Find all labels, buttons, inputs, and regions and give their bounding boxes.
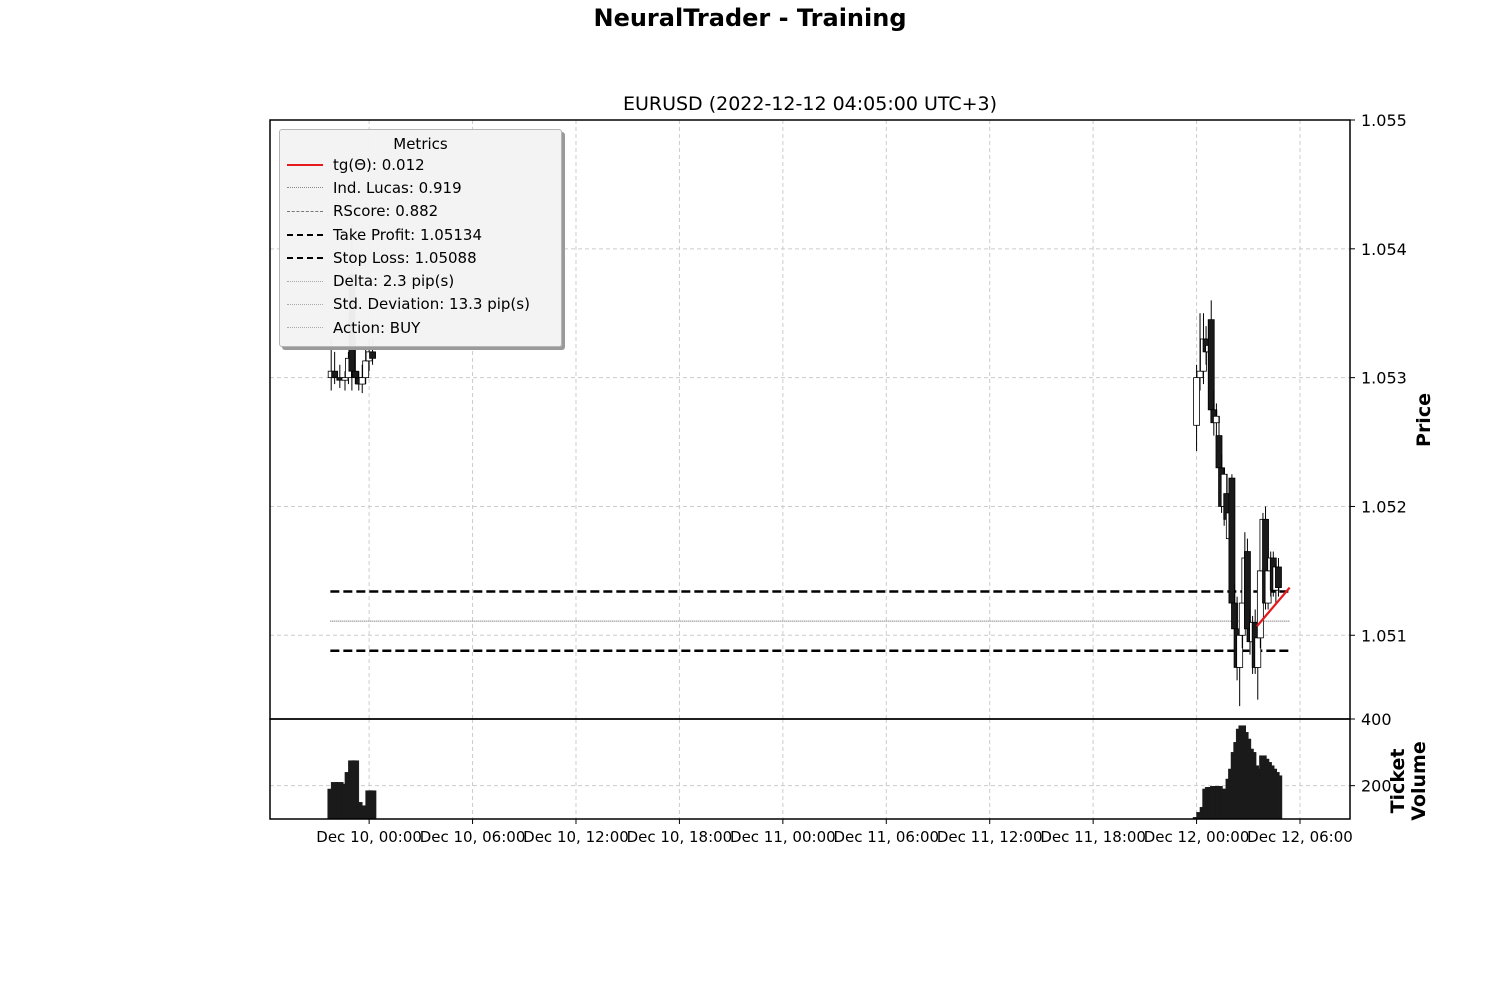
candle-body xyxy=(362,360,370,379)
candle-body xyxy=(358,377,366,385)
volume-axes-frame xyxy=(269,718,1351,820)
legend-label: RScore: 0.882 xyxy=(333,202,439,221)
legend-swatch xyxy=(287,223,323,246)
price-tick-label: 1.051 xyxy=(1361,626,1407,645)
x-tick-label: Dec 11, 12:00 xyxy=(937,828,1043,846)
legend-swatch xyxy=(287,270,323,293)
x-tick-label: Dec 11, 18:00 xyxy=(1040,828,1146,846)
grid-lines xyxy=(270,119,1350,819)
legend-label: Action: BUY xyxy=(333,318,421,337)
candle-body xyxy=(331,370,339,379)
x-tick-label: Dec 10, 00:00 xyxy=(316,828,422,846)
x-tick-label: Dec 11, 06:00 xyxy=(833,828,939,846)
x-tick-label: Dec 12, 00:00 xyxy=(1144,828,1250,846)
x-tick-label: Dec 11, 00:00 xyxy=(730,828,836,846)
legend-entry: Std. Deviation: 13.3 pip(s) xyxy=(280,293,561,316)
chart-title: EURUSD (2022-12-12 04:05:00 UTC+3) xyxy=(622,93,998,115)
legend-entry: Action: BUY xyxy=(280,316,561,339)
trend-line xyxy=(1256,586,1291,627)
x-tick-label: Dec 10, 12:00 xyxy=(523,828,629,846)
legend-swatch xyxy=(287,200,323,223)
legend-entry: RScore: 0.882 xyxy=(280,200,561,223)
volume-bar xyxy=(1274,775,1283,820)
candle-body xyxy=(369,351,376,359)
x-tick-label: Dec 12, 06:00 xyxy=(1247,828,1353,846)
level-lines xyxy=(330,590,1290,652)
price-tick-label: 1.055 xyxy=(1361,111,1407,130)
legend-entry: Ind. Lucas: 0.919 xyxy=(280,176,561,199)
legend-label: Ind. Lucas: 0.919 xyxy=(333,178,462,197)
legend-entry: Stop Loss: 1.05088 xyxy=(280,246,561,269)
legend-label: Take Profit: 1.05134 xyxy=(333,225,482,244)
volume-tick-label: 400 xyxy=(1361,710,1392,729)
trend-line xyxy=(1256,586,1291,627)
legend-swatch xyxy=(287,316,323,339)
price-tick-label: 1.053 xyxy=(1361,369,1407,388)
volume-axis-label: Ticket Volume xyxy=(1387,741,1430,821)
x-tick-label: Dec 10, 06:00 xyxy=(420,828,526,846)
legend-entry: tg(Θ): 0.012 xyxy=(280,153,561,176)
legend-label: Std. Deviation: 13.3 pip(s) xyxy=(333,295,530,314)
legend-label: Delta: 2.3 pip(s) xyxy=(333,272,455,291)
x-tick-label: Dec 10, 18:00 xyxy=(627,828,733,846)
legend-title: Metrics xyxy=(393,135,448,153)
legend-swatch xyxy=(287,153,323,176)
volume-bars xyxy=(327,725,1283,820)
legend-label: Stop Loss: 1.05088 xyxy=(333,248,477,267)
candle-body xyxy=(1196,370,1204,379)
volume-tick-label: 200 xyxy=(1361,777,1392,796)
axes-frame xyxy=(269,119,1351,820)
legend-swatch xyxy=(287,176,323,199)
price-axis-label: Price xyxy=(1413,393,1435,447)
legend: Metrics tg(Θ): 0.012 Ind. Lucas: 0.919 RSc… xyxy=(279,129,562,347)
candle-body xyxy=(1193,377,1200,426)
candle-body xyxy=(351,370,359,379)
legend-entry: Take Profit: 1.05134 xyxy=(280,223,561,246)
candle-body xyxy=(1275,566,1282,589)
legend-label: tg(Θ): 0.012 xyxy=(333,155,425,174)
legend-swatch xyxy=(287,246,323,269)
legend-swatch xyxy=(287,293,323,316)
price-tick-label: 1.054 xyxy=(1361,240,1407,259)
figure-title: NeuralTrader - Training xyxy=(593,4,907,32)
price-tick-label: 1.052 xyxy=(1361,497,1407,516)
legend-entry: Delta: 2.3 pip(s) xyxy=(280,269,561,292)
volume-bar xyxy=(368,790,377,820)
